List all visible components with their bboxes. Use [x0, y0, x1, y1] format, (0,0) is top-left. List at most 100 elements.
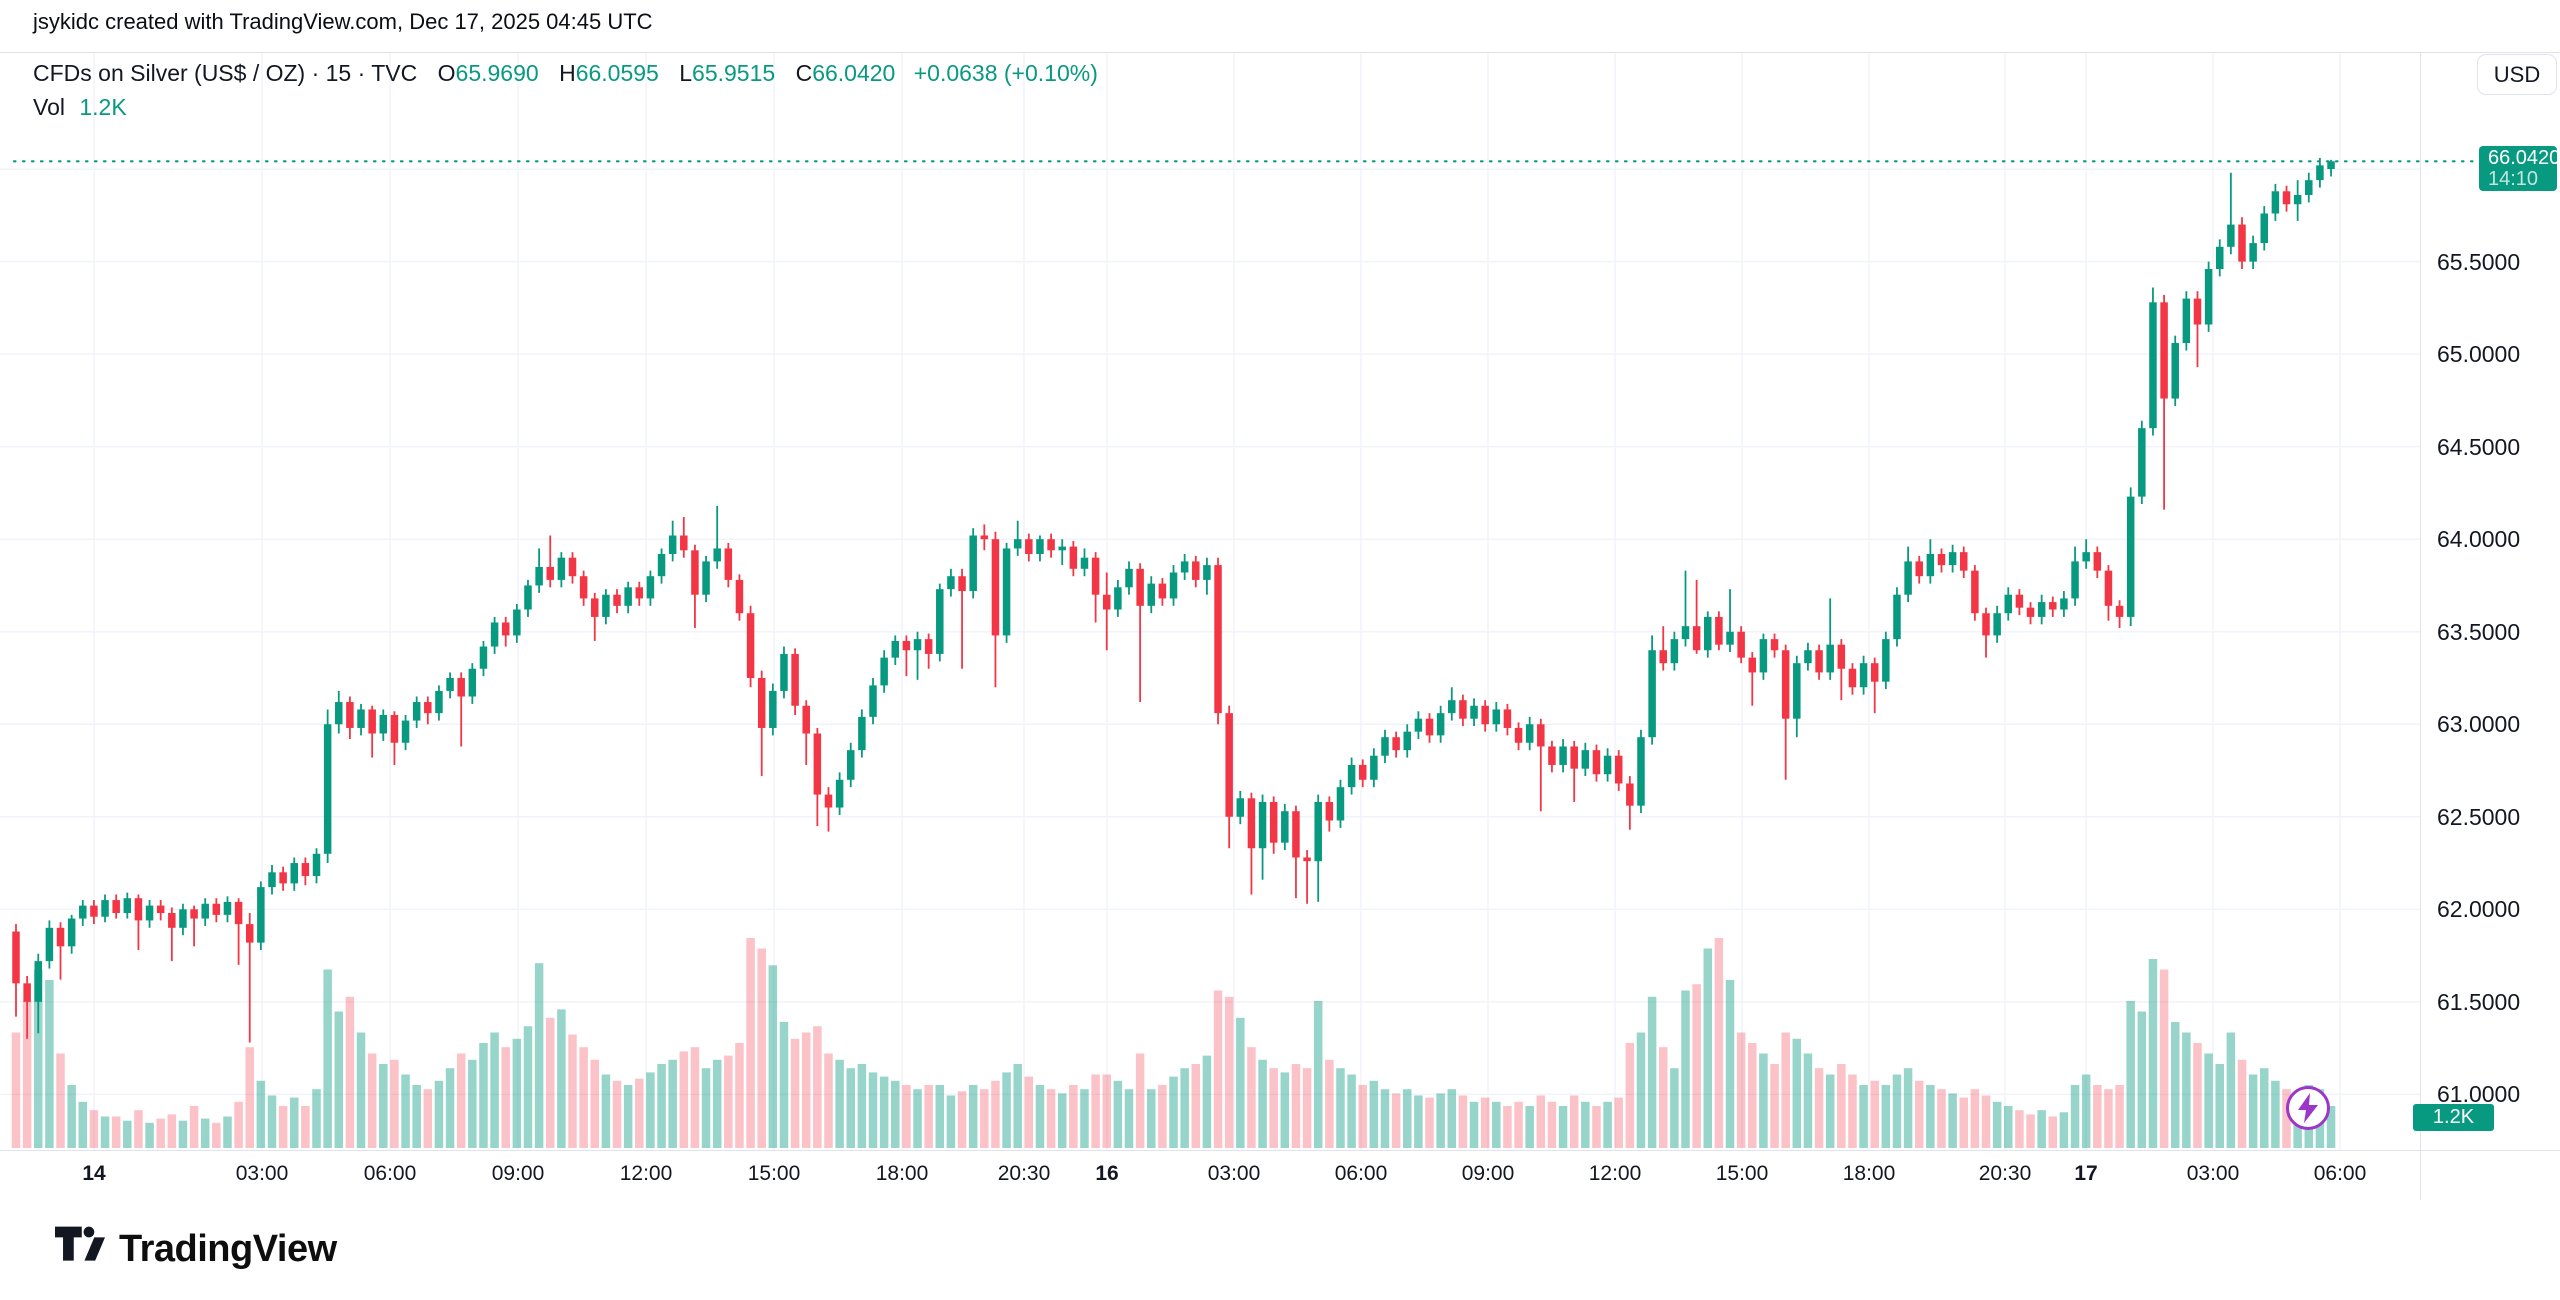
- volume-legend[interactable]: Vol 1.2K: [33, 94, 127, 121]
- candle-body: [2138, 428, 2146, 497]
- candle-body: [1948, 552, 1957, 566]
- candle-body: [401, 720, 410, 743]
- volume-bar: [924, 1085, 933, 1148]
- candle-body: [145, 905, 154, 921]
- candle-body: [869, 685, 877, 717]
- candle-body: [2082, 552, 2090, 562]
- volume-bar: [991, 1080, 1000, 1148]
- candle-body: [546, 566, 554, 580]
- candle-body: [2260, 213, 2269, 244]
- candle-body: [1815, 650, 1823, 673]
- candle-body: [1704, 616, 1712, 651]
- tradingview-logo[interactable]: TradingView: [55, 1226, 337, 1272]
- vol-value: 1.2K: [79, 94, 127, 120]
- volume-bar: [78, 1101, 88, 1148]
- volume-bar: [1258, 1059, 1267, 1148]
- candle-body: [479, 646, 488, 669]
- candle-body: [1659, 650, 1667, 664]
- volume-bar: [1191, 1064, 1201, 1148]
- volume-bar: [1002, 1072, 1011, 1148]
- candle-body: [791, 653, 799, 706]
- candle-body: [1214, 565, 1222, 714]
- price-tick-label: 62.5000: [2437, 803, 2521, 830]
- volume-bar: [1102, 1074, 1111, 1148]
- volume-bar: [2115, 1085, 2124, 1148]
- volume-bar: [379, 1064, 388, 1148]
- volume-bar: [835, 1059, 844, 1148]
- candle-body: [1392, 737, 1400, 751]
- candle-body: [1603, 755, 1612, 775]
- candle-body: [234, 901, 243, 925]
- volume-bar: [1336, 1068, 1345, 1148]
- price-tick-label: 64.5000: [2437, 433, 2521, 460]
- volume-bar: [1670, 1068, 1679, 1148]
- candle-body: [357, 709, 365, 728]
- candle-body: [201, 903, 209, 919]
- candle-body: [813, 733, 822, 795]
- candle-body: [335, 702, 343, 725]
- candle-body: [1915, 561, 1923, 577]
- candle-body: [624, 587, 632, 606]
- candle-body: [2215, 246, 2224, 270]
- volume-bar: [1903, 1068, 1913, 1148]
- volume-bar: [245, 1047, 254, 1148]
- volume-bar: [1748, 1043, 1757, 1148]
- candle-body: [123, 898, 132, 914]
- volume-bar: [1035, 1085, 1045, 1148]
- volume-bar: [1937, 1089, 1946, 1148]
- volume-bar: [1436, 1093, 1445, 1148]
- volume-bar: [1825, 1074, 1835, 1148]
- time-tick-label: 20:30: [997, 1162, 1051, 1185]
- tradingview-mark-icon: [55, 1226, 105, 1261]
- candle-body: [1804, 650, 1812, 664]
- candle-body: [1893, 594, 1901, 640]
- volume-bar: [1458, 1095, 1468, 1148]
- volume-bar: [935, 1085, 945, 1148]
- candle-body: [1626, 783, 1634, 806]
- currency-button[interactable]: USD: [2477, 54, 2557, 95]
- instant-trading-button[interactable]: [2286, 1086, 2330, 1130]
- candle-body: [1102, 594, 1111, 610]
- volume-bar: [1158, 1085, 1167, 1148]
- volume-bar: [1948, 1093, 1957, 1148]
- time-tick-label: 18:00: [1842, 1162, 1896, 1185]
- candle-body: [457, 677, 465, 697]
- candle-body: [691, 550, 699, 595]
- candle-body: [346, 702, 354, 728]
- volume-bar: [2126, 1001, 2135, 1148]
- volume-bar: [1280, 1072, 1290, 1148]
- symbol-legend[interactable]: CFDs on Silver (US$ / OZ) · 15 · TVC O65…: [33, 60, 1098, 87]
- volume-bar: [67, 1085, 76, 1148]
- volume-bar: [690, 1047, 700, 1148]
- volume-bar: [1380, 1089, 1390, 1148]
- candle-body: [513, 609, 521, 636]
- time-axis[interactable]: 14 03:00 06:00 09:00 12:00 15:00 18:00 20:30 16 0…: [0, 1151, 2560, 1200]
- candle-body: [1325, 801, 1334, 821]
- candle-body: [579, 576, 588, 599]
- candle-body: [602, 594, 610, 617]
- candle-body: [156, 905, 165, 914]
- volume-bar: [968, 1085, 978, 1148]
- candle-body: [724, 548, 733, 580]
- candle-body: [880, 657, 888, 686]
- volume-bar: [2081, 1074, 2091, 1148]
- volume-bar: [34, 969, 43, 1148]
- volume-bar: [846, 1068, 855, 1148]
- price-axis[interactable]: 61.0000 61.5000 62.0000 62.5000 63.0000 63.50…: [2421, 0, 2560, 1150]
- candle-body: [1203, 565, 1211, 580]
- candle-body: [212, 903, 221, 915]
- candle-body: [835, 779, 844, 808]
- candle-body: [1414, 718, 1423, 732]
- volume-bar: [456, 1053, 466, 1148]
- volume-bar: [534, 963, 544, 1148]
- candle-body: [23, 983, 31, 1002]
- candle-body: [1670, 639, 1679, 664]
- volume-bar: [701, 1068, 711, 1148]
- low-value: 65.9515: [692, 60, 776, 86]
- candle-body: [1158, 583, 1167, 599]
- volume-bar: [2015, 1110, 2024, 1148]
- candle-body: [2316, 165, 2324, 181]
- volume-bar: [1625, 1043, 1635, 1148]
- volume-bar: [1269, 1068, 1278, 1148]
